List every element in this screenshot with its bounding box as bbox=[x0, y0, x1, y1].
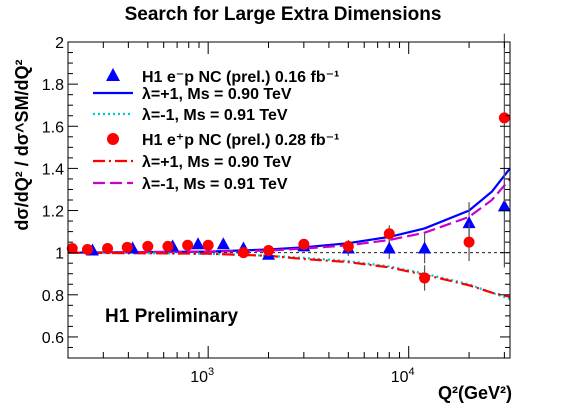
legend-label-ep_minus: λ=-1, Ms = 0.91 TeV bbox=[142, 176, 288, 193]
y-tick-label: 1 bbox=[55, 246, 64, 263]
annotation-h1-preliminary: H1 Preliminary bbox=[105, 306, 238, 327]
point-ep_data bbox=[263, 245, 275, 257]
x-tick-label: 104 bbox=[391, 366, 415, 386]
point-ep_data bbox=[419, 272, 431, 284]
legend-label-em_plus: λ=+1, Ms = 0.90 TeV bbox=[142, 86, 292, 103]
y-tick-label: 1.2 bbox=[42, 204, 64, 221]
point-ep_data bbox=[162, 240, 174, 252]
y-tick-label: 0.8 bbox=[42, 288, 64, 305]
point-ep_data bbox=[237, 247, 249, 259]
point-em_data bbox=[418, 241, 432, 254]
x-tick-label: 103 bbox=[190, 366, 214, 386]
chart-title: Search for Large Extra Dimensions bbox=[125, 4, 442, 25]
legend-label-ep_plus: λ=+1, Ms = 0.90 TeV bbox=[142, 154, 292, 171]
legend-label-em_data: H1 e⁻p NC (prel.) 0.16 fb⁻¹ bbox=[142, 69, 339, 86]
point-ep_data bbox=[142, 240, 154, 252]
point-em_data bbox=[382, 241, 396, 254]
point-ep_data bbox=[81, 244, 93, 256]
plot-area bbox=[66, 33, 511, 301]
legend-label-em_minus: λ=-1, Ms = 0.91 TeV bbox=[142, 107, 288, 124]
legend-marker-ep_data bbox=[107, 133, 119, 145]
point-ep_data bbox=[498, 112, 510, 124]
legend: H1 e⁻p NC (prel.) 0.16 fb⁻¹λ=+1, Ms = 0.… bbox=[93, 68, 339, 193]
point-ep_data bbox=[102, 242, 114, 254]
point-em_data bbox=[497, 199, 511, 212]
point-em_data bbox=[216, 237, 230, 250]
point-ep_data bbox=[121, 241, 133, 253]
point-ep_data bbox=[182, 239, 194, 251]
curve-ep_plus bbox=[67, 251, 511, 298]
legend-marker-em_data bbox=[106, 68, 120, 81]
point-ep_data bbox=[66, 242, 78, 254]
y-tick-label: 1.4 bbox=[42, 161, 64, 178]
point-ep_data bbox=[463, 236, 475, 248]
y-axis-label: dσ/dQ² / dσ^SM/dQ² bbox=[12, 59, 32, 230]
point-em_data bbox=[191, 237, 205, 250]
point-ep_data bbox=[298, 238, 310, 250]
point-ep_data bbox=[202, 239, 214, 251]
x-axis-label: Q²(GeV²) bbox=[438, 383, 512, 403]
point-ep_data bbox=[383, 228, 395, 240]
axes: 0.6 0.8 1 1.2 1.4 1.6 1.8 2 103 104 bbox=[42, 35, 511, 386]
y-tick-label: 1.8 bbox=[42, 77, 64, 94]
legend-label-ep_data: H1 e⁺p NC (prel.) 0.28 fb⁻¹ bbox=[142, 132, 339, 149]
y-tick-label: 0.6 bbox=[42, 330, 64, 347]
y-tick-label: 1.6 bbox=[42, 119, 64, 136]
y-tick-label: 2 bbox=[55, 35, 64, 52]
point-em_data bbox=[462, 216, 476, 229]
point-ep_data bbox=[342, 240, 354, 252]
